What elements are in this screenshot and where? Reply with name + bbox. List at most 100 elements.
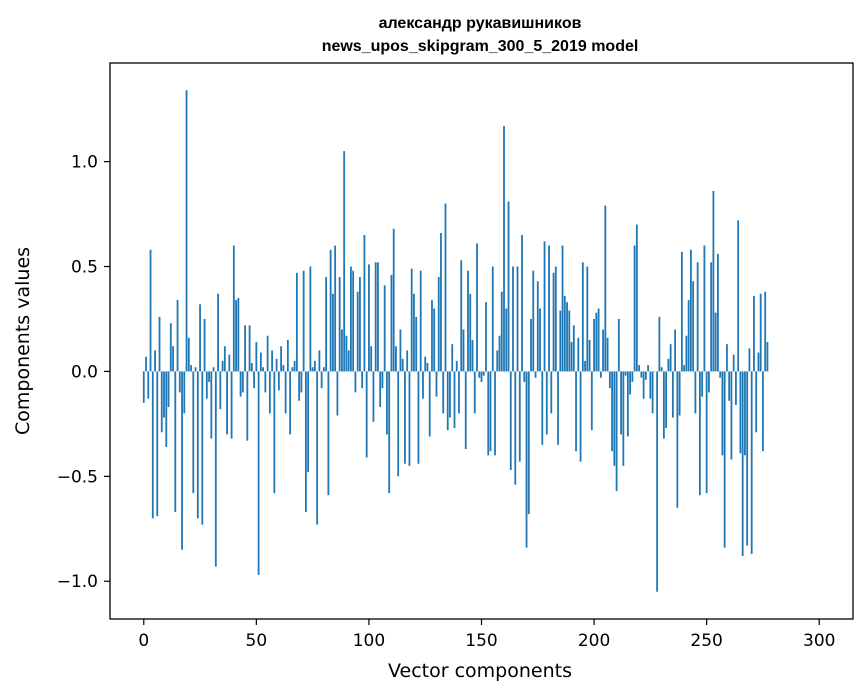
bar xyxy=(512,266,514,372)
bar xyxy=(649,371,652,399)
bar xyxy=(593,318,595,372)
bar xyxy=(446,371,449,431)
bar xyxy=(671,371,674,418)
bar xyxy=(368,264,370,372)
bar xyxy=(332,293,334,372)
bar xyxy=(444,203,447,372)
bar xyxy=(151,371,154,519)
bar xyxy=(147,371,150,399)
bar xyxy=(480,371,483,382)
bar xyxy=(350,266,352,372)
bar xyxy=(602,329,604,372)
bar xyxy=(253,371,255,389)
bar xyxy=(491,266,494,372)
bar xyxy=(759,293,762,372)
bar xyxy=(460,260,463,372)
bar xyxy=(307,371,310,473)
bar xyxy=(205,371,208,399)
bar xyxy=(694,371,697,414)
plot-frame xyxy=(109,62,854,620)
bar xyxy=(755,371,758,433)
bar xyxy=(552,272,555,372)
bar xyxy=(289,371,292,435)
bar xyxy=(543,241,546,372)
bar xyxy=(523,371,526,382)
bar xyxy=(644,371,647,380)
bar xyxy=(174,371,177,512)
bar xyxy=(257,371,260,575)
bar xyxy=(500,291,503,372)
bar xyxy=(534,371,537,378)
bar xyxy=(478,371,481,378)
bar xyxy=(199,304,201,372)
bar xyxy=(422,371,424,399)
bar xyxy=(485,302,487,372)
bar xyxy=(377,262,379,372)
bar xyxy=(232,245,235,372)
bar xyxy=(241,371,244,393)
chart-subtitle: news_upos_skipgram_300_5_2019 model xyxy=(322,38,639,55)
bar xyxy=(622,371,625,466)
bar xyxy=(163,371,165,418)
bar xyxy=(255,342,258,372)
x-tick-label: 0 xyxy=(138,631,149,651)
bar xyxy=(708,371,710,393)
bar xyxy=(401,358,404,372)
bar xyxy=(145,356,147,372)
bar xyxy=(311,367,314,372)
bar xyxy=(334,245,337,372)
bar xyxy=(343,151,346,372)
bar xyxy=(710,262,713,372)
bar xyxy=(467,270,469,372)
bar xyxy=(728,371,731,401)
bar xyxy=(597,308,600,372)
bar xyxy=(250,363,253,372)
bar xyxy=(248,325,251,372)
bar xyxy=(395,346,397,372)
bar xyxy=(689,249,692,372)
bar xyxy=(275,358,278,372)
bar xyxy=(194,367,197,372)
bar xyxy=(419,270,422,372)
bar xyxy=(509,371,512,471)
bar xyxy=(415,316,418,372)
bar xyxy=(557,371,559,445)
bar xyxy=(507,201,510,372)
bar xyxy=(437,277,440,372)
bar xyxy=(669,344,672,372)
bar xyxy=(635,224,638,372)
bar xyxy=(201,371,204,525)
bar xyxy=(442,371,445,414)
bar xyxy=(363,235,366,372)
bar xyxy=(595,312,598,372)
y-axis-label: Components values xyxy=(12,247,34,435)
bar xyxy=(228,354,231,372)
bar xyxy=(280,346,283,372)
bar xyxy=(703,245,706,372)
bar xyxy=(196,371,199,519)
bar xyxy=(566,302,568,372)
bar xyxy=(615,371,618,492)
bar xyxy=(464,371,467,450)
bar xyxy=(705,371,708,494)
bar xyxy=(192,371,195,494)
y-tick-label: −0.5 xyxy=(57,467,98,487)
bar xyxy=(381,371,384,389)
bar xyxy=(397,371,400,477)
bar xyxy=(518,371,521,462)
bar xyxy=(719,371,722,378)
bar xyxy=(302,270,305,372)
bar xyxy=(539,308,541,372)
bar xyxy=(514,371,517,485)
bar xyxy=(313,360,316,372)
bar xyxy=(361,371,364,389)
bar xyxy=(440,232,442,372)
bar xyxy=(203,318,206,372)
bar xyxy=(262,367,264,372)
bar xyxy=(214,371,217,567)
bars-group xyxy=(142,90,769,592)
x-tick-label: 200 xyxy=(578,631,610,651)
bar xyxy=(142,371,145,403)
bar xyxy=(246,371,249,441)
